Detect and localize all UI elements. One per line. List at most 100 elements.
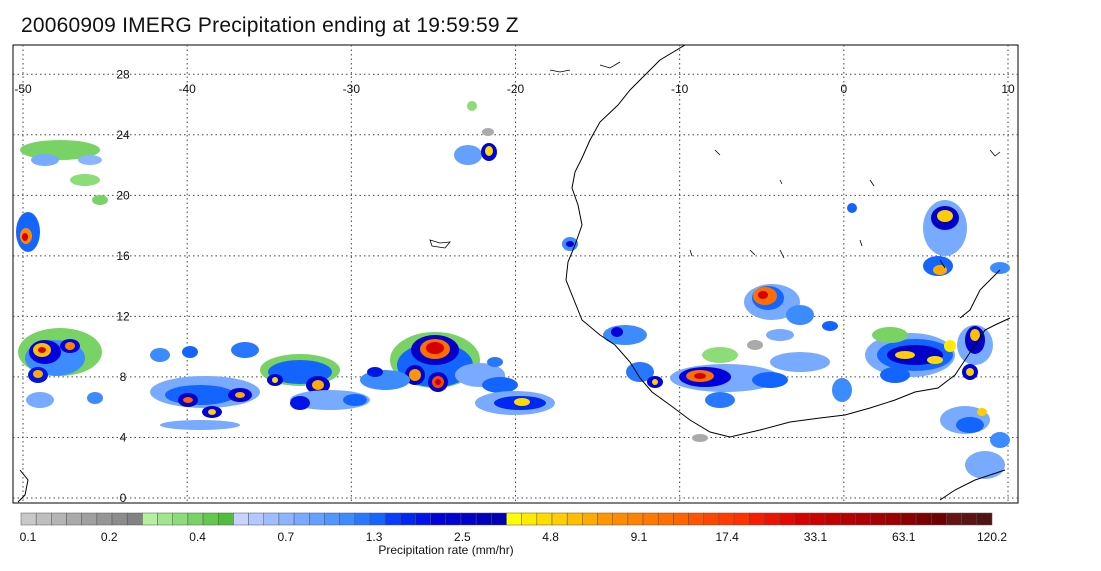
- colorbar-swatch: [915, 512, 932, 526]
- precipitation-field: [16, 101, 1010, 479]
- colorbar-swatch: [733, 512, 750, 526]
- colorbar-swatch: [460, 512, 477, 526]
- colorbar-swatch: [779, 512, 796, 526]
- colorbar-swatch: [400, 512, 416, 526]
- colorbar-swatch: [855, 512, 871, 526]
- rain-cell: [18, 328, 102, 383]
- rain-cell: [70, 174, 108, 205]
- colorbar-swatch: [248, 512, 264, 526]
- longitude-label: -10: [671, 82, 689, 96]
- colorbar-swatch: [642, 512, 659, 526]
- colorbar-swatch: [293, 512, 310, 526]
- rain-cell: [744, 284, 838, 341]
- rain-cell: [940, 406, 1010, 479]
- colorbar-tick-label: 0.2: [101, 530, 118, 544]
- colorbar-swatch: [384, 512, 401, 526]
- rain-cell: [865, 327, 956, 383]
- colorbar-swatch: [870, 512, 887, 526]
- rain-cell: [150, 342, 259, 362]
- coastline: [17, 45, 1011, 503]
- latitude-label: 16: [116, 249, 130, 263]
- colorbar-swatch: [81, 512, 98, 526]
- colorbar-swatch: [66, 512, 82, 526]
- colorbar-swatch: [263, 512, 280, 526]
- colorbar-swatch: [809, 512, 826, 526]
- colorbar-swatch: [491, 512, 507, 526]
- inland-water-outlines: [429, 61, 1001, 269]
- colorbar-tick-labels: 0.1 0.2 0.4 0.7 1.3 2.5 4.8 9.1 17.4 33.1 63.1 120.…: [20, 530, 1008, 544]
- colorbar-swatch: [718, 512, 735, 526]
- colorbar-tick-label: 1.3: [366, 530, 383, 544]
- colorbar-swatch: [931, 512, 947, 526]
- colorbar-swatch: [824, 512, 841, 526]
- colorbar-swatch: [475, 512, 492, 526]
- latitude-label: 20: [116, 188, 130, 202]
- colorbar-tick-label: 4.8: [542, 530, 559, 544]
- colorbar-swatch: [749, 512, 765, 526]
- colorbar-swatch: [111, 512, 128, 526]
- colorbar-swatch: [35, 512, 52, 526]
- colorbar-tick-label: 0.4: [189, 530, 206, 544]
- rain-cell: [360, 357, 518, 393]
- colorbar-swatch: [172, 512, 189, 526]
- colorbar-swatch: [566, 512, 583, 526]
- rain-cell: [670, 347, 830, 408]
- colorbar-swatch: [673, 512, 689, 526]
- rain-cell: [832, 203, 857, 402]
- longitude-label: -30: [343, 82, 361, 96]
- colorbar-swatch: [536, 512, 553, 526]
- rain-cell: [20, 140, 102, 166]
- colorbar-swatch: [20, 512, 37, 526]
- colorbar: [20, 512, 993, 526]
- rain-cell: [290, 390, 370, 410]
- colorbar-tick-label: 33.1: [804, 530, 828, 544]
- colorbar-tick-label: 17.4: [716, 530, 740, 544]
- colorbar-swatch: [612, 512, 629, 526]
- rain-cell: [16, 212, 40, 252]
- colorbar-swatch: [885, 512, 902, 526]
- colorbar-swatch: [551, 512, 568, 526]
- latitude-label: 28: [116, 67, 130, 81]
- colorbar-swatch: [202, 512, 219, 526]
- colorbar-swatch: [430, 512, 447, 526]
- colorbar-swatch: [324, 512, 340, 526]
- colorbar-swatch: [415, 512, 431, 526]
- colorbar-swatch: [354, 512, 371, 526]
- colorbar-swatch: [339, 512, 356, 526]
- rain-cell: [26, 392, 103, 408]
- rain-cell: [260, 354, 340, 394]
- colorbar-swatch: [96, 512, 113, 526]
- latitude-label: 4: [120, 430, 127, 444]
- colorbar-swatch: [976, 512, 993, 526]
- colorbar-swatch: [126, 512, 143, 526]
- colorbar-swatch: [217, 512, 234, 526]
- rain-cell: [454, 101, 497, 165]
- colorbar-swatch: [309, 512, 325, 526]
- latitude-label: 24: [116, 128, 130, 142]
- colorbar-swatch: [142, 512, 158, 526]
- colorbar-tick-label: 63.1: [892, 530, 916, 544]
- colorbar-swatch: [51, 512, 67, 526]
- colorbar-swatch: [657, 512, 674, 526]
- graticule-grid: [13, 45, 1018, 503]
- colorbar-tick-label: 0.1: [20, 530, 37, 544]
- rain-cell: [475, 391, 555, 415]
- colorbar-swatch: [521, 512, 538, 526]
- rain-cell: [160, 340, 763, 442]
- colorbar-tick-label: 0.7: [277, 530, 294, 544]
- colorbar-swatch: [703, 512, 720, 526]
- rain-cell: [603, 325, 663, 388]
- longitude-labels: -50 -40 -30 -20 -10 0 10: [14, 82, 1015, 96]
- colorbar-swatch: [961, 512, 978, 526]
- colorbar-swatch: [946, 512, 962, 526]
- colorbar-swatch: [187, 512, 204, 526]
- colorbar-swatch: [794, 512, 811, 526]
- colorbar-label: Precipitation rate (mm/hr): [378, 543, 513, 557]
- colorbar-swatch: [233, 512, 249, 526]
- colorbar-swatch: [597, 512, 613, 526]
- colorbar-swatch: [840, 512, 856, 526]
- longitude-label: 0: [840, 82, 847, 96]
- colorbar-swatch: [157, 512, 173, 526]
- longitude-label: -20: [507, 82, 525, 96]
